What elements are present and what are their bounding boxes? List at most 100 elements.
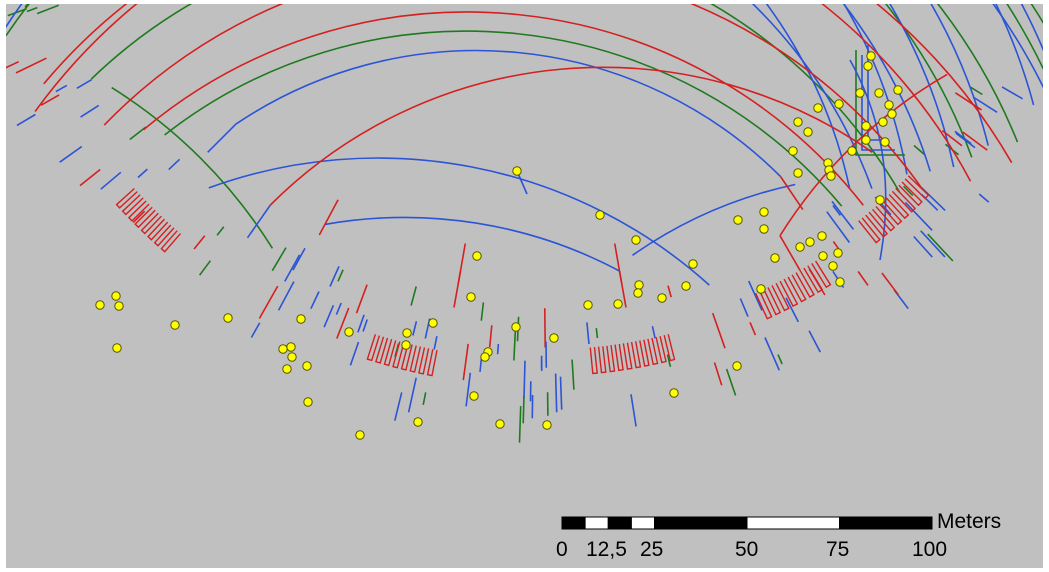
network-map[interactable] [6, 4, 1043, 568]
red-pipe [667, 285, 672, 298]
scale-unit-label: Meters [937, 510, 1002, 533]
green-pipe [7, 7, 27, 17]
manhole-node [480, 352, 490, 362]
red-pipe [749, 321, 757, 336]
manhole-node [817, 231, 827, 241]
green-pipe [337, 269, 344, 282]
manhole-node [866, 51, 876, 61]
manhole-node [875, 195, 885, 205]
green-pipe [970, 86, 983, 96]
blue-pipe [496, 343, 500, 355]
green-pipe [90, 4, 901, 194]
green-pipe [216, 226, 225, 236]
red-pipe [355, 284, 368, 314]
scale-tick-label: 100 [912, 538, 948, 561]
manhole-node [855, 88, 865, 98]
manhole-node [884, 100, 894, 110]
manhole-node [278, 344, 288, 354]
blue-pipe [412, 321, 418, 336]
manhole-node [112, 343, 122, 353]
green-pipe [903, 185, 914, 197]
scale-segment [584, 516, 609, 530]
red-pipe [779, 176, 804, 211]
red-pipe [193, 235, 206, 250]
manhole-node [542, 420, 552, 430]
green-pipe [725, 368, 737, 396]
red-pipe [941, 129, 963, 147]
green-pipe [666, 354, 672, 367]
blue-pipe [349, 341, 360, 366]
blue-pipe [277, 281, 295, 311]
manhole-node [344, 327, 354, 337]
red-pipe [143, 11, 864, 206]
manhole-node [472, 251, 482, 261]
blue-pipe [137, 168, 148, 179]
red-pipe [269, 66, 873, 206]
blue-pipe [764, 337, 781, 371]
blue-pipe [978, 193, 990, 203]
blue-pipe [586, 322, 590, 345]
manhole-node [828, 261, 838, 271]
red-pipe [779, 73, 948, 237]
red-pipe [40, 94, 60, 106]
manhole-node [834, 99, 844, 109]
blue-pipe [246, 204, 272, 239]
blue-pipe [465, 372, 472, 407]
manhole-node [613, 299, 623, 309]
manhole-node [296, 314, 306, 324]
blue-pipe [76, 78, 93, 89]
green-pipe [24, 4, 973, 158]
blue-pipe [324, 216, 620, 272]
scale-tick-label: 75 [826, 538, 850, 561]
red-meander [858, 175, 930, 244]
manhole-node [793, 117, 803, 127]
blue-pipe [955, 132, 976, 149]
manhole-node [114, 301, 124, 311]
blue-network-layer [6, 4, 1043, 427]
blue-pipe [292, 247, 306, 271]
manhole-node [303, 397, 313, 407]
scale-segment [654, 516, 748, 530]
green-pipe [198, 260, 212, 276]
manhole-node [583, 300, 593, 310]
manhole-node [733, 215, 743, 225]
blue-pipe [407, 377, 417, 413]
blue-pipe [323, 304, 335, 328]
blue-pipe [842, 4, 931, 172]
manhole-node [401, 340, 411, 350]
blue-pipe [80, 104, 100, 118]
red-pipe [15, 57, 47, 74]
green-pipe [111, 86, 274, 249]
manhole-node [795, 242, 805, 252]
blue-pipe [433, 336, 438, 350]
manhole-node [286, 342, 296, 352]
red-pipe [336, 307, 350, 339]
blue-pipe [826, 211, 851, 243]
blue-pipe [930, 4, 989, 146]
red-pipe [954, 92, 982, 111]
red-meander [754, 260, 832, 320]
green-pipe [422, 392, 427, 406]
manhole-node [861, 135, 871, 145]
manhole-node [878, 117, 888, 127]
manhole-node [793, 168, 803, 178]
manhole-node [282, 364, 292, 374]
blue-pipe [920, 230, 946, 258]
red-pipe [962, 131, 988, 151]
blue-pipe [523, 360, 526, 398]
blue-pipe [904, 201, 933, 231]
blue-pipe [100, 171, 122, 190]
green-pipe [595, 328, 599, 339]
blue-pipe [972, 96, 998, 113]
blue-pipe [250, 322, 261, 338]
map-view[interactable]: Meters 0 12,5 25 50 75 100 [6, 4, 1043, 568]
red-pipe [258, 285, 279, 319]
blue-pipe [559, 376, 563, 410]
blue-pipe [394, 392, 403, 421]
red-pipe [488, 325, 493, 348]
blue-pipe [329, 265, 340, 287]
red-pipe [453, 270, 462, 308]
manhole-node [681, 281, 691, 291]
manhole-node [756, 284, 766, 294]
manhole-node [732, 361, 742, 371]
